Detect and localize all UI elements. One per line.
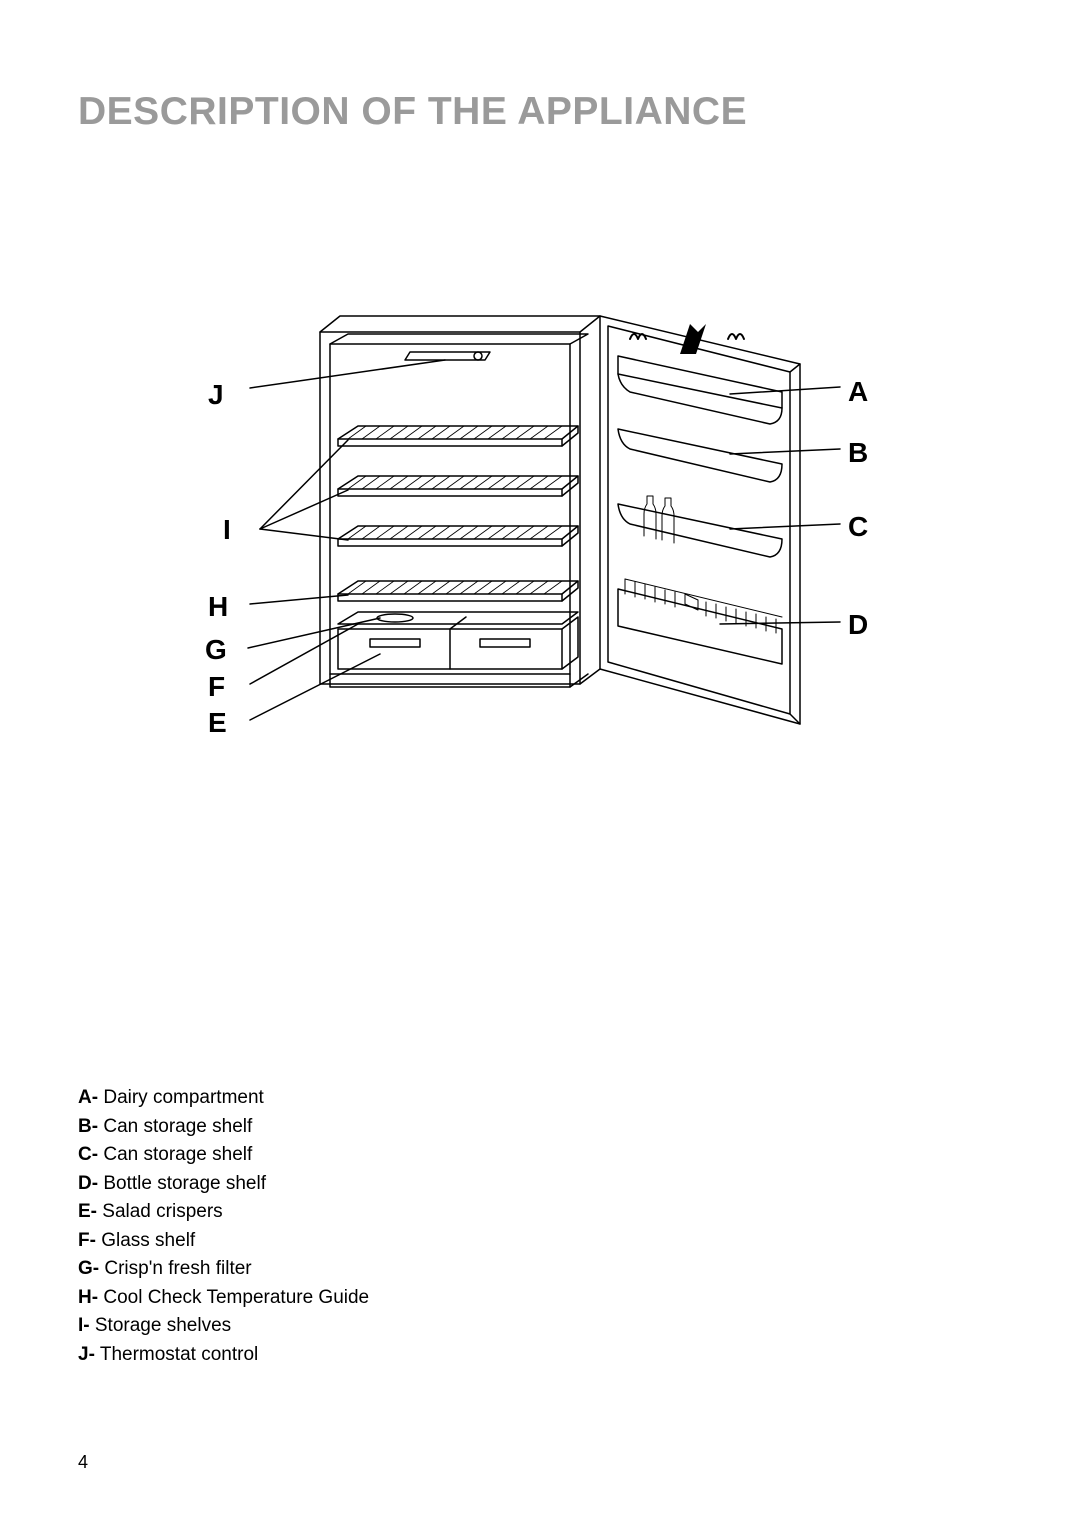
label-b: B	[848, 437, 868, 469]
label-e: E	[208, 707, 227, 739]
legend-row-g: G- Crisp'n fresh filter	[78, 1255, 1002, 1283]
legend: A- Dairy compartment B- Can storage shel…	[78, 1084, 1002, 1368]
page-title: DESCRIPTION OF THE APPLIANCE	[78, 90, 1002, 134]
label-h: H	[208, 591, 228, 623]
legend-row-h: H- Cool Check Temperature Guide	[78, 1284, 1002, 1312]
legend-row-c: C- Can storage shelf	[78, 1141, 1002, 1169]
legend-row-d: D- Bottle storage shelf	[78, 1170, 1002, 1198]
fridge-svg	[230, 304, 850, 774]
label-f: F	[208, 671, 225, 703]
label-c: C	[848, 511, 868, 543]
legend-row-e: E- Salad crispers	[78, 1198, 1002, 1226]
label-j: J	[208, 379, 224, 411]
appliance-diagram: J I H G F E A B C D	[78, 304, 1002, 784]
legend-row-f: F- Glass shelf	[78, 1227, 1002, 1255]
legend-row-j: J- Thermostat control	[78, 1341, 1002, 1369]
label-g: G	[205, 634, 227, 666]
legend-row-b: B- Can storage shelf	[78, 1113, 1002, 1141]
label-d: D	[848, 609, 868, 641]
label-a: A	[848, 376, 868, 408]
legend-row-i: I- Storage shelves	[78, 1312, 1002, 1340]
legend-row-a: A- Dairy compartment	[78, 1084, 1002, 1112]
page-number: 4	[78, 1452, 88, 1473]
